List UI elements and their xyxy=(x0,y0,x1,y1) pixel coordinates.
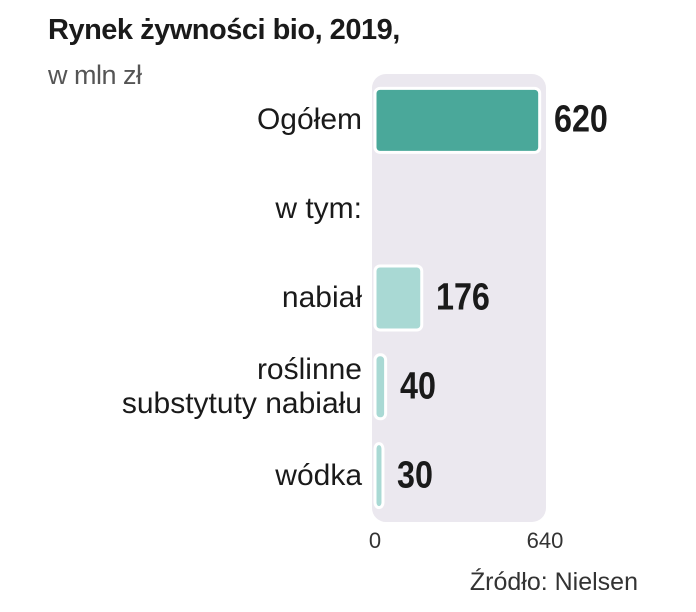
chart-title: Rynek żywności bio, 2019, xyxy=(48,14,400,46)
bar xyxy=(373,86,542,154)
x-tick-label: 640 xyxy=(526,528,564,553)
value-label: 620 xyxy=(553,98,608,141)
y-tick-label: roślinne substytuty nabiału xyxy=(121,352,362,420)
y-tick-label: nabiał xyxy=(281,281,362,314)
y-tick-label: Ogółem xyxy=(256,103,362,137)
y-tick-label: w tym: xyxy=(275,192,362,226)
source: Źródło: Nielsen xyxy=(469,568,638,596)
chart-subtitle: w mln zł xyxy=(48,60,142,90)
bar xyxy=(373,264,424,332)
value-label: 40 xyxy=(399,365,436,408)
plot-background xyxy=(372,74,546,522)
bar xyxy=(373,353,388,421)
y-tick-label: wódka xyxy=(275,458,362,492)
value-label: 30 xyxy=(396,454,433,497)
bar xyxy=(373,442,385,510)
value-label: 176 xyxy=(435,276,490,319)
x-tick-label: 0 xyxy=(368,528,382,553)
